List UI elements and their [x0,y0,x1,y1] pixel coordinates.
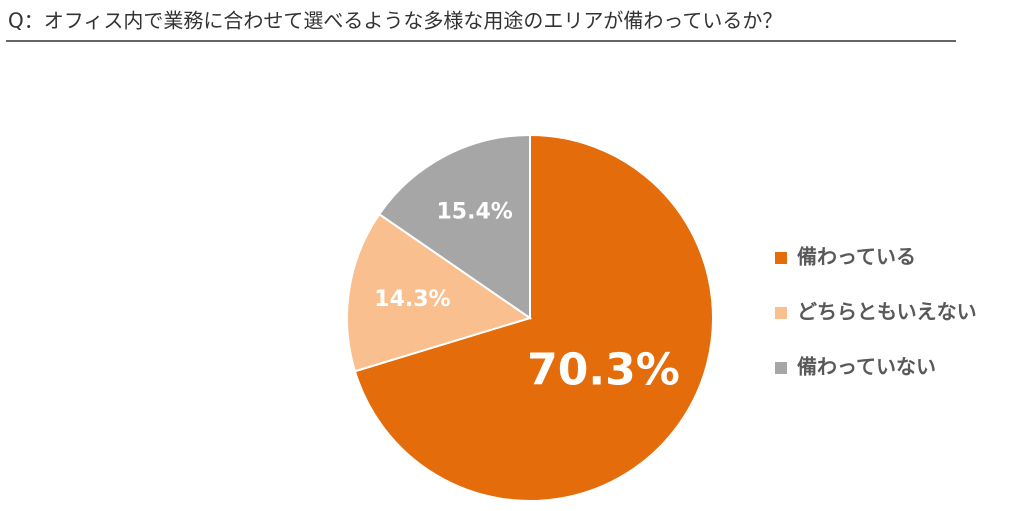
legend-swatch [775,307,787,319]
legend-label: 備わっていない [797,355,936,379]
legend-label: どちらともいえない [797,300,977,324]
data-label: 15.4% [437,200,513,225]
data-label: 14.3% [374,287,450,312]
pie-slice [353,133,714,502]
legend-swatch [775,252,787,264]
chart-title: Q：オフィス内で業務に合わせて選べるような多様な用途のエリアが備わっているか？ [8,9,782,33]
pie-slice [377,133,531,320]
legend-label: 備わっている [797,245,916,269]
data-label: 70.3% [527,344,680,395]
legend-swatch [775,362,787,374]
pie-slice [346,212,533,373]
